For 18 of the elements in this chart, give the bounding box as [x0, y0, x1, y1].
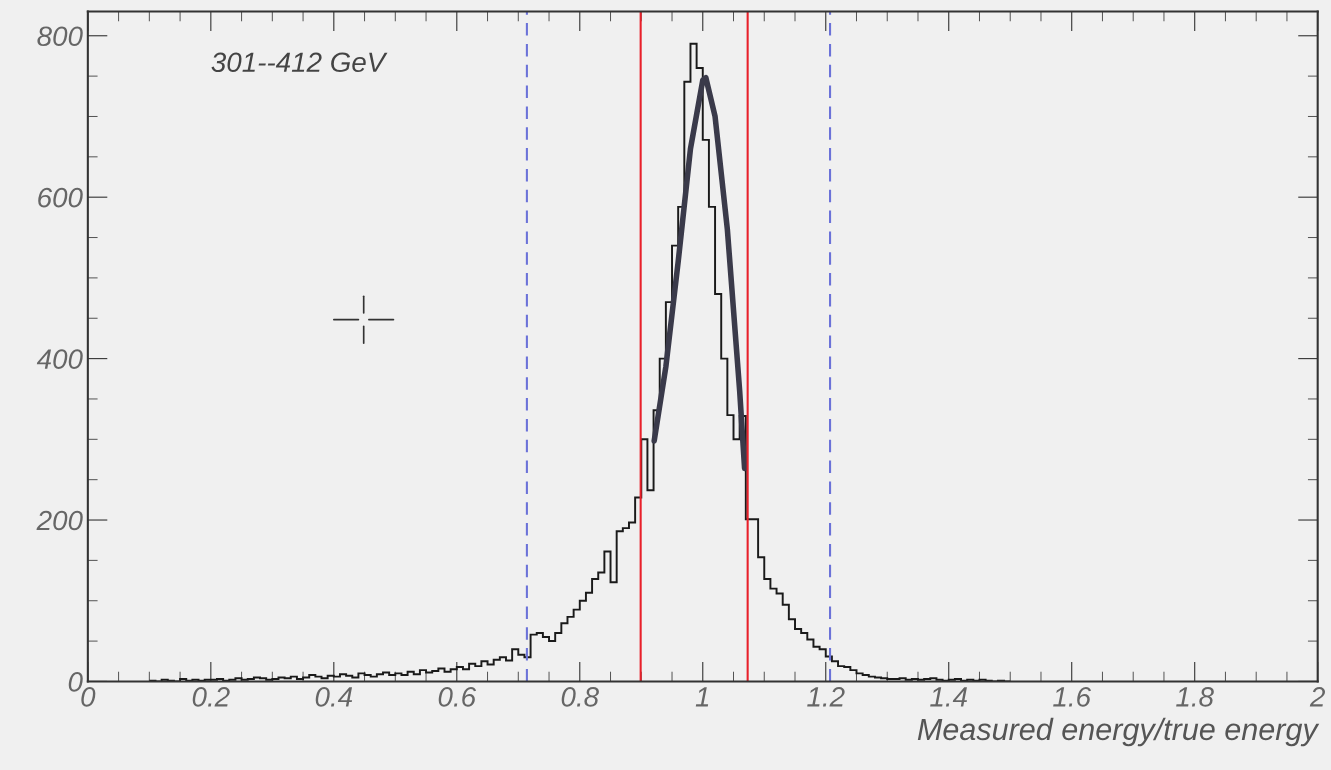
x-tick-label: 2	[1309, 687, 1326, 707]
x-tick-label: 0.4	[315, 687, 353, 707]
x-tick-label: 1.2	[807, 687, 845, 707]
x-tick-label: 0.8	[561, 687, 599, 707]
y-tick-label: 0	[68, 672, 83, 692]
x-tick-label: 1.4	[930, 687, 967, 707]
x-tick-label: 1	[695, 687, 709, 707]
y-tick-label: 800	[37, 26, 83, 47]
x-tick-label: 1.6	[1053, 687, 1092, 707]
x-tick-label: 1.8	[1176, 687, 1214, 707]
y-tick-label: 600	[38, 187, 83, 208]
annotation: 301--412 GeV	[211, 52, 388, 73]
x-tick-label: 0.2	[192, 687, 230, 707]
x-tick-label: 0.6	[438, 687, 477, 707]
x-tick-label: 0	[81, 687, 96, 707]
y-tick-label: 200	[36, 510, 83, 531]
x-axis-title: Measured energy/true energy	[917, 717, 1320, 747]
y-tick-label: 400	[36, 349, 83, 369]
